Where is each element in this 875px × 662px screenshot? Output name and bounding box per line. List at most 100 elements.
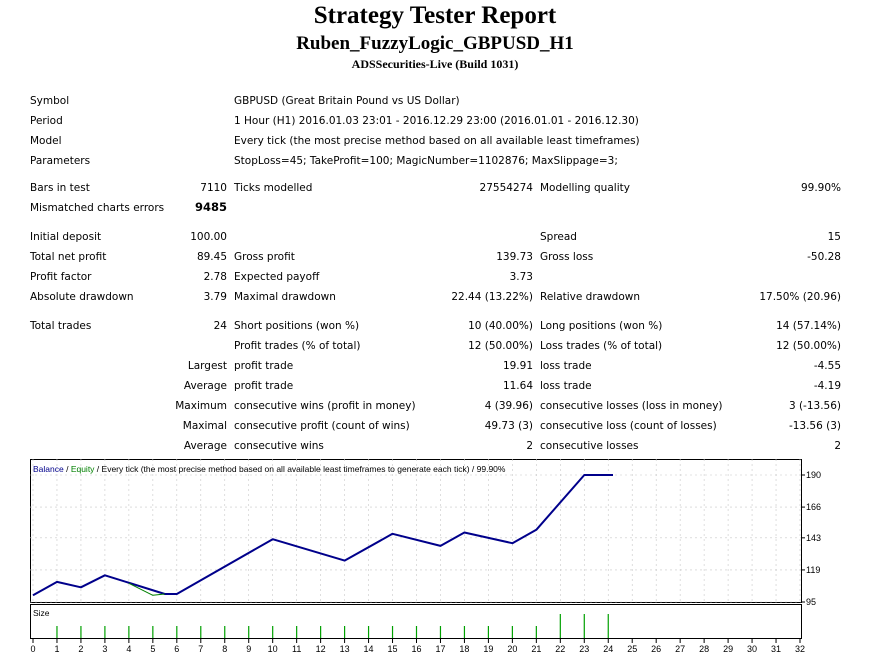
symbol-label: Symbol	[30, 95, 70, 107]
profit-factor-label: Profit factor	[30, 271, 92, 283]
report-subtitle: Ruben_FuzzyLogic_GBPUSD_H1	[296, 33, 574, 54]
x-tick-label: 0	[30, 644, 35, 654]
quality-label: Modelling quality	[540, 182, 630, 194]
y-tick-label: 119	[806, 565, 820, 575]
parameters-value: StopLoss=45; TakeProfit=100; MagicNumber…	[234, 155, 618, 167]
largest-profit-value: 19.91	[502, 360, 533, 372]
short-positions-value: 10 (40.00%)	[468, 320, 533, 332]
server-build: ADSSecurities-Live (Build 1031)	[351, 57, 519, 71]
x-tick-label: 31	[771, 644, 781, 654]
x-tick-label: 6	[174, 644, 179, 654]
deposit-label: Initial deposit	[30, 231, 102, 243]
period-value: 1 Hour (H1) 2016.01.03 23:01 - 2016.12.2…	[234, 115, 639, 127]
chart-legend: Balance / Equity / Every tick (the most …	[33, 464, 506, 474]
x-tick-label: 7	[198, 644, 203, 654]
avg-consec-wins-label: consecutive wins	[234, 440, 324, 452]
y-tick-label: 166	[806, 502, 821, 512]
deposit-value: 100.00	[190, 231, 227, 243]
max-consec-loss-label: consecutive loss (count of losses)	[540, 420, 717, 432]
max-consec-losses-value: 3 (-13.56)	[788, 400, 841, 412]
gross-profit-value: 139.73	[496, 251, 533, 263]
x-tick-label: 16	[411, 644, 421, 654]
abs-drawdown-value: 3.79	[203, 291, 227, 303]
x-tick-label: 22	[555, 644, 565, 654]
equity-line	[128, 582, 165, 596]
x-tick-label: 10	[268, 644, 278, 654]
long-positions-label: Long positions (won %)	[540, 320, 663, 332]
largest-profit-label: profit trade	[234, 360, 294, 372]
bars-value: 7110	[200, 182, 227, 194]
x-tick-label: 24	[603, 644, 613, 654]
x-tick-label: 18	[459, 644, 469, 654]
average-loss-label: loss trade	[540, 380, 592, 392]
average2-label: Average	[183, 440, 227, 452]
loss-trades-label: Loss trades (% of total)	[540, 340, 663, 352]
x-tick-label: 30	[747, 644, 757, 654]
x-tick-label: 25	[627, 644, 637, 654]
max-consec-wins-value: 4 (39.96)	[484, 400, 533, 412]
expected-payoff-label: Expected payoff	[234, 271, 320, 283]
x-tick-label: 29	[723, 644, 733, 654]
x-tick-label: 13	[340, 644, 350, 654]
total-trades-value: 24	[213, 320, 227, 332]
gross-profit-label: Gross profit	[234, 251, 295, 263]
average-label: Average	[183, 380, 227, 392]
max-consec-profit-label: consecutive profit (count of wins)	[234, 420, 410, 432]
x-tick-label: 27	[675, 644, 685, 654]
x-tick-label: 32	[795, 644, 805, 654]
max-consec-wins-label: consecutive wins (profit in money)	[234, 400, 416, 412]
mismatch-value: 9485	[194, 200, 227, 214]
y-tick-label: 143	[806, 533, 821, 543]
x-tick-label: 28	[699, 644, 709, 654]
ticks-label: Ticks modelled	[234, 182, 313, 194]
total-trades-label: Total trades	[30, 320, 92, 332]
max-drawdown-value: 22.44 (13.22%)	[451, 291, 533, 303]
legend-description: / Every tick (the most precise method ba…	[94, 464, 505, 474]
chart-main-frame	[30, 459, 802, 603]
max-consec-profit-value: 49.73 (3)	[484, 420, 533, 432]
short-positions-label: Short positions (won %)	[234, 320, 360, 332]
parameters-label: Parameters	[30, 155, 91, 167]
rel-drawdown-label: Relative drawdown	[540, 291, 641, 303]
model-label: Model	[30, 135, 62, 147]
max-consec-losses-label: consecutive losses (loss in money)	[540, 400, 723, 412]
profit-trades-value: 12 (50.00%)	[468, 340, 533, 352]
x-tick-label: 1	[54, 644, 59, 654]
loss-trades-value: 12 (50.00%)	[776, 340, 841, 352]
x-tick-label: 19	[483, 644, 493, 654]
x-tick-label: 12	[316, 644, 326, 654]
legend-balance: Balance	[33, 464, 64, 474]
x-tick-label: 14	[364, 644, 374, 654]
x-tick-label: 26	[651, 644, 661, 654]
x-tick-label: 8	[222, 644, 227, 654]
max-drawdown-label: Maximal drawdown	[234, 291, 336, 303]
profit-factor-value: 2.78	[203, 271, 227, 283]
net-profit-label: Total net profit	[30, 251, 107, 263]
spread-label: Spread	[540, 231, 577, 243]
mismatch-label: Mismatched charts errors	[30, 202, 165, 214]
rel-drawdown-value: 17.50% (20.96)	[759, 291, 841, 303]
x-tick-label: 9	[246, 644, 251, 654]
avg-consec-wins-value: 2	[526, 440, 533, 452]
x-tick-label: 4	[126, 644, 131, 654]
bars-label: Bars in test	[30, 182, 90, 194]
largest-loss-label: loss trade	[540, 360, 592, 372]
x-tick-label: 5	[150, 644, 155, 654]
long-positions-value: 14 (57.14%)	[776, 320, 841, 332]
x-tick-label: 21	[531, 644, 541, 654]
y-tick-label: 95	[806, 597, 816, 607]
symbol-value: GBPUSD (Great Britain Pound vs US Dollar…	[234, 95, 460, 107]
gross-loss-value: -50.28	[807, 251, 841, 263]
legend-separator: /	[64, 464, 71, 474]
x-tick-label: 11	[292, 644, 301, 654]
legend-equity: Equity	[71, 464, 95, 474]
average-loss-value: -4.19	[813, 380, 841, 392]
quality-value: 99.90%	[800, 182, 841, 194]
ticks-value: 27554274	[479, 182, 533, 194]
maximum-label: Maximum	[175, 400, 227, 412]
size-label: Size	[33, 608, 50, 618]
profit-trades-label: Profit trades (% of total)	[234, 340, 361, 352]
x-tick-label: 15	[388, 644, 398, 654]
largest-label: Largest	[187, 360, 227, 372]
